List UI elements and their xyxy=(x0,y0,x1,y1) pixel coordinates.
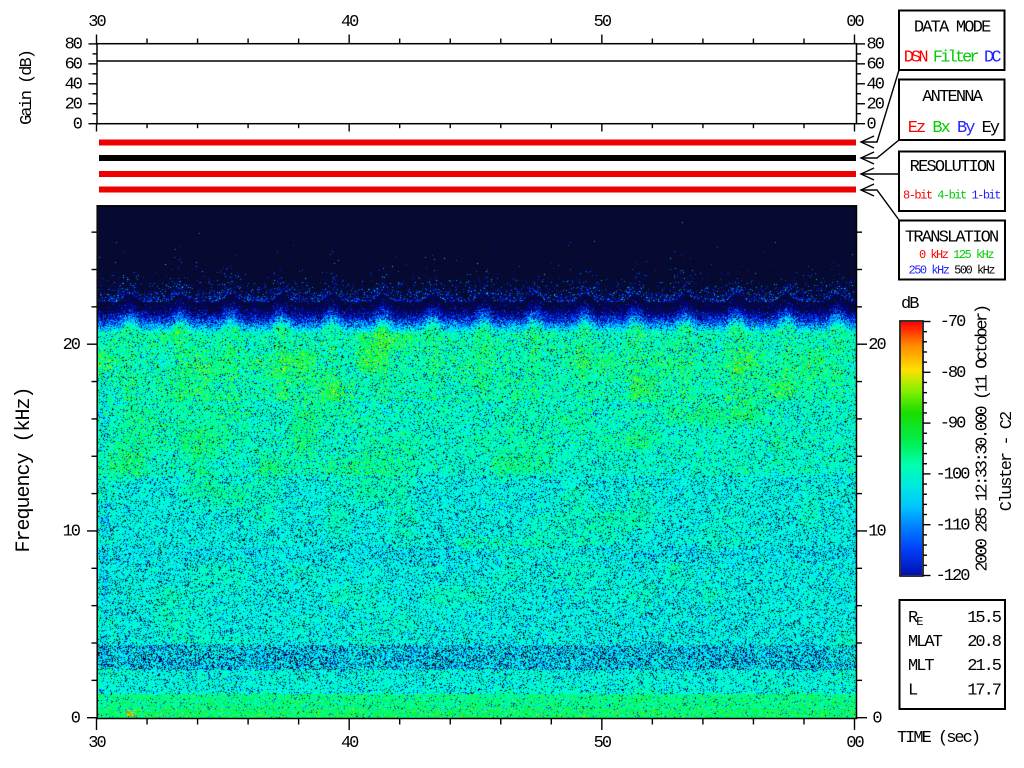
svg-text:RESOLUTION: RESOLUTION xyxy=(910,158,995,177)
svg-text:20: 20 xyxy=(868,336,886,355)
svg-text:0: 0 xyxy=(73,115,83,134)
svg-text:0: 0 xyxy=(872,709,882,728)
svg-text:17.7: 17.7 xyxy=(967,682,1001,701)
svg-text:MLT: MLT xyxy=(908,657,934,676)
svg-text:Frequency (kHz): Frequency (kHz) xyxy=(13,387,36,552)
svg-text:10: 10 xyxy=(63,523,81,542)
svg-text:dB: dB xyxy=(901,295,919,314)
svg-text:21.5: 21.5 xyxy=(967,657,1002,676)
svg-text:L: L xyxy=(908,682,918,701)
svg-text:20.8: 20.8 xyxy=(967,633,1002,652)
svg-text:-120: -120 xyxy=(936,567,971,586)
svg-text:Cluster - C2: Cluster - C2 xyxy=(998,412,1017,511)
svg-text:RE: RE xyxy=(908,609,923,629)
svg-text:80: 80 xyxy=(867,36,885,55)
svg-text:30: 30 xyxy=(88,13,106,32)
svg-text:-70: -70 xyxy=(940,313,966,332)
svg-text:DATA MODE: DATA MODE xyxy=(914,19,991,38)
svg-text:00: 00 xyxy=(846,734,864,753)
svg-text:10: 10 xyxy=(868,523,886,542)
svg-text:-100: -100 xyxy=(936,466,971,485)
svg-text:50: 50 xyxy=(594,734,612,753)
svg-text:40: 40 xyxy=(65,75,83,94)
svg-text:40: 40 xyxy=(867,75,885,94)
svg-text:30: 30 xyxy=(88,734,106,753)
svg-text:60: 60 xyxy=(65,55,83,74)
svg-text:MLAT: MLAT xyxy=(908,633,943,652)
svg-text:15.5: 15.5 xyxy=(967,609,1002,628)
svg-text:TRANSLATION: TRANSLATION xyxy=(905,229,998,248)
svg-text:20: 20 xyxy=(867,95,885,114)
svg-text:0 kHz 125 kHz: 0 kHz 125 kHz xyxy=(919,248,994,262)
svg-text:TIME (sec): TIME (sec) xyxy=(897,729,979,748)
svg-text:-80: -80 xyxy=(940,364,966,383)
svg-text:Gain (dB): Gain (dB) xyxy=(18,51,37,125)
svg-text:40: 40 xyxy=(341,13,359,32)
svg-text:80: 80 xyxy=(65,36,83,55)
svg-text:00: 00 xyxy=(846,13,864,32)
svg-text:250 kHz 500 kHz: 250 kHz 500 kHz xyxy=(909,264,996,278)
svg-text:40: 40 xyxy=(341,734,359,753)
svg-text:-90: -90 xyxy=(940,415,966,434)
svg-text:DSN Filter DC: DSN Filter DC xyxy=(904,49,1002,68)
svg-text:60: 60 xyxy=(867,55,885,74)
svg-text:0: 0 xyxy=(71,709,81,728)
svg-text:-110: -110 xyxy=(936,516,971,535)
svg-text:2000 285 12:33:30.000 (11 Octo: 2000 285 12:33:30.000 (11 October) xyxy=(974,306,993,571)
svg-text:ANTENNA: ANTENNA xyxy=(922,88,983,107)
svg-text:Ez Bx By Ey: Ez Bx By Ey xyxy=(908,119,1000,138)
svg-text:20: 20 xyxy=(65,95,83,114)
svg-text:50: 50 xyxy=(594,13,612,32)
svg-text:8-bit 4-bit 1-bit: 8-bit 4-bit 1-bit xyxy=(903,189,1000,203)
svg-text:0: 0 xyxy=(867,115,877,134)
svg-text:20: 20 xyxy=(63,336,81,355)
